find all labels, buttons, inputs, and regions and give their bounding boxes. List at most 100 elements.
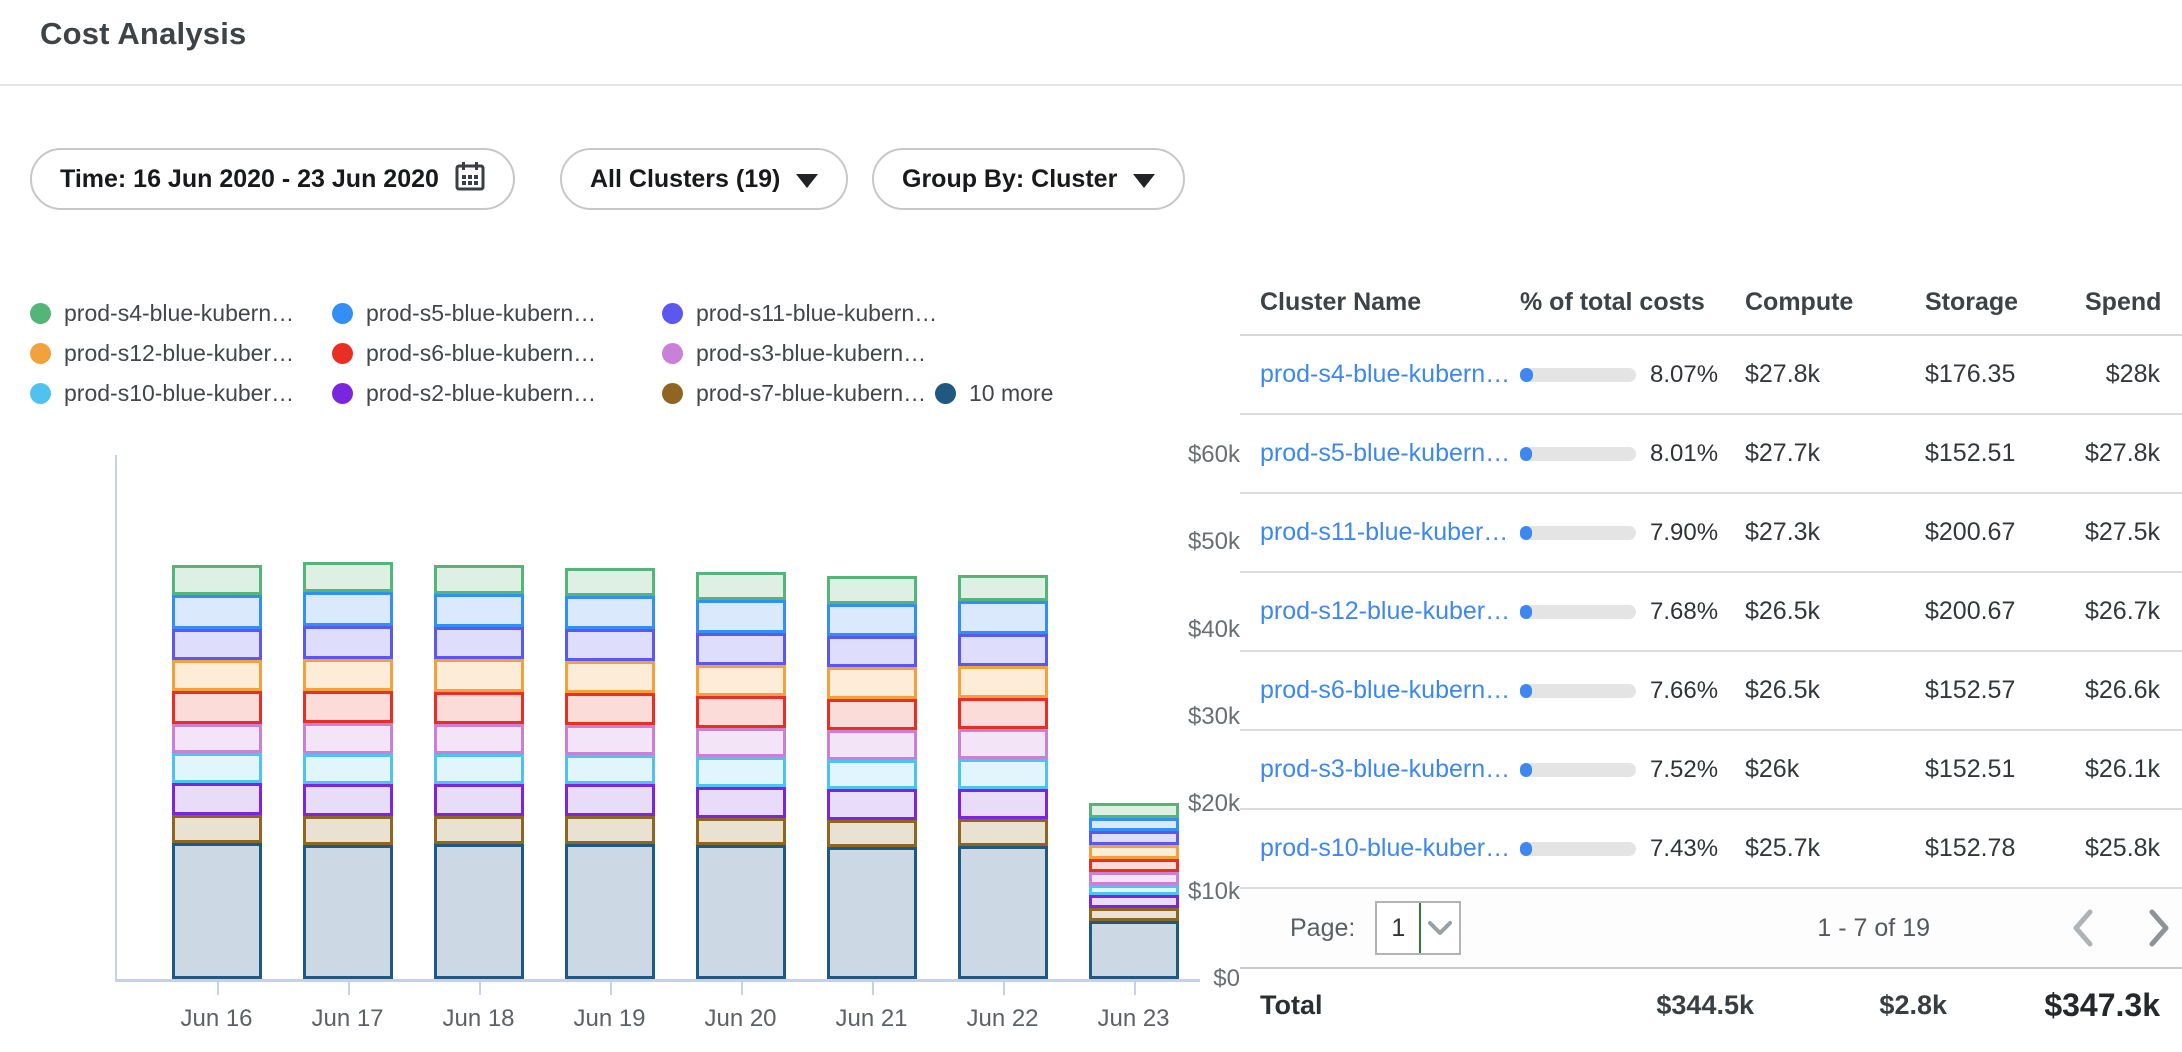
y-axis-tick-label: $30k xyxy=(1187,703,1240,730)
legend-item-prod-s2-blue-kubern[interactable]: prod-s2-blue-kubern… xyxy=(332,380,662,407)
bar-segment xyxy=(957,697,1048,730)
bar-segment xyxy=(171,659,262,691)
x-axis-tick-label: Jun 16 xyxy=(180,1005,253,1032)
cluster-cost-table: Cluster Name % of total costs Compute St… xyxy=(1240,270,2182,1041)
bar-segment xyxy=(1088,859,1179,872)
legend-color-dot xyxy=(662,382,683,404)
bar-segment xyxy=(1088,802,1179,818)
bar-segment xyxy=(433,815,524,844)
pagination-range: 1 - 7 of 19 xyxy=(1817,913,1930,942)
compute-value: $27.8k xyxy=(1745,360,1821,388)
previous-page-button[interactable] xyxy=(2070,908,2096,948)
table-total-row: Total $344.5k $2.8k $347.3k xyxy=(1240,969,2182,1041)
bar-segment xyxy=(433,753,524,785)
bar-group-jun-19[interactable]: Jun 19 xyxy=(544,455,675,1032)
cluster-name-link[interactable]: prod-s4-blue-kubern… xyxy=(1260,360,1511,388)
chevron-down-icon xyxy=(1133,173,1156,188)
cluster-name-link[interactable]: prod-s12-blue-kuber… xyxy=(1260,597,1511,625)
bar-segment xyxy=(695,696,786,728)
y-axis-tick-label: $20k xyxy=(1187,790,1240,818)
bar-segment xyxy=(171,724,262,753)
legend-item-prod-s12-blue-kuber[interactable]: prod-s12-blue-kuber… xyxy=(30,340,332,367)
pct-of-total-cell: 7.66% xyxy=(1520,677,1745,705)
bar-segment xyxy=(171,842,262,979)
legend-item-prod-s10-blue-kuber[interactable]: prod-s10-blue-kuber… xyxy=(30,380,332,407)
total-storage-value: $2.8k xyxy=(1879,989,1947,1020)
pct-progress-track xyxy=(1520,841,1636,856)
bar-segment xyxy=(957,729,1048,759)
bar-segment xyxy=(1088,920,1179,979)
bar-segment xyxy=(695,664,786,697)
cluster-name-link[interactable]: prod-s10-blue-kuber… xyxy=(1260,834,1511,862)
bar-segment xyxy=(433,659,524,692)
cluster-name-link[interactable]: prod-s5-blue-kubern… xyxy=(1260,439,1511,467)
bar-segment xyxy=(826,789,917,821)
chevron-down-icon xyxy=(1421,920,1459,936)
bar-group-jun-21[interactable]: Jun 21 xyxy=(806,455,937,1032)
bar-segment xyxy=(302,723,393,754)
cluster-name-link[interactable]: prod-s3-blue-kubern… xyxy=(1260,755,1511,783)
bar-segment xyxy=(826,698,917,731)
legend-color-dot xyxy=(30,342,51,364)
group-by-dropdown[interactable]: Group By: Cluster xyxy=(872,148,1186,210)
storage-value: $176.35 xyxy=(1925,360,2016,388)
legend-label: prod-s10-blue-kuber… xyxy=(64,379,295,406)
bar-segment xyxy=(433,627,524,660)
cluster-name-link[interactable]: prod-s11-blue-kuber… xyxy=(1260,518,1509,546)
bar-group-jun-20[interactable]: Jun 20 xyxy=(675,455,806,1032)
time-range-filter-button[interactable]: Time: 16 Jun 2020 - 23 Jun 2020 xyxy=(30,148,515,210)
bar-segment xyxy=(564,815,655,844)
bar-group-jun-17[interactable]: Jun 17 xyxy=(282,455,413,1032)
stacked-bar xyxy=(826,576,917,979)
pct-progress-fill xyxy=(1520,525,1532,540)
table-row: prod-s3-blue-kubern… 7.52% $26k $152.51 $26.… xyxy=(1240,731,2182,810)
pct-value: 7.68% xyxy=(1650,597,1719,625)
legend-item-10-more[interactable]: 10 more xyxy=(935,380,1053,407)
bar-segment xyxy=(171,782,262,815)
chart-legend: prod-s4-blue-kubern… prod-s5-blue-kubern…… xyxy=(30,293,1053,413)
bar-segment xyxy=(433,691,524,725)
pct-value: 7.43% xyxy=(1650,834,1719,862)
bar-group-jun-22[interactable]: Jun 22 xyxy=(937,455,1068,1032)
legend-item-prod-s11-blue-kubern[interactable]: prod-s11-blue-kubern… xyxy=(662,300,937,327)
legend-color-dot xyxy=(332,382,353,404)
bar-segment xyxy=(564,724,655,755)
bar-segment xyxy=(302,626,393,659)
table-row: prod-s11-blue-kuber… 7.90% $27.3k $200.67 $2… xyxy=(1240,494,2182,573)
legend-item-prod-s3-blue-kubern[interactable]: prod-s3-blue-kubern… xyxy=(662,340,935,367)
bar-segment xyxy=(302,784,393,816)
page-number-select[interactable]: 1 xyxy=(1375,901,1462,955)
legend-item-prod-s7-blue-kubern[interactable]: prod-s7-blue-kubern… xyxy=(662,380,935,407)
stacked-bar xyxy=(957,574,1048,979)
bar-segment xyxy=(302,690,393,724)
bar-segment xyxy=(171,752,262,783)
bar-segment xyxy=(433,784,524,816)
bar-segment xyxy=(1088,817,1179,831)
legend-item-prod-s6-blue-kubern[interactable]: prod-s6-blue-kubern… xyxy=(332,340,662,367)
y-axis-tick-label: $50k xyxy=(1187,528,1240,556)
clusters-filter-dropdown[interactable]: All Clusters (19) xyxy=(560,148,849,210)
pct-of-total-cell: 7.68% xyxy=(1520,598,1745,626)
compute-value: $27.3k xyxy=(1745,518,1821,546)
cluster-name-link[interactable]: prod-s6-blue-kubern… xyxy=(1260,676,1511,704)
bar-segment xyxy=(695,633,786,665)
stacked-bar xyxy=(433,565,524,979)
legend-item-prod-s5-blue-kubern[interactable]: prod-s5-blue-kubern… xyxy=(332,300,662,327)
legend-color-dot xyxy=(662,342,683,364)
x-axis-tick xyxy=(740,982,743,995)
table-row: prod-s5-blue-kubern… 8.01% $27.7k $152.51 $2… xyxy=(1240,415,2182,494)
bar-group-jun-18[interactable]: Jun 18 xyxy=(413,455,544,1032)
legend-item-prod-s4-blue-kubern[interactable]: prod-s4-blue-kubern… xyxy=(30,300,332,327)
bar-segment xyxy=(302,815,393,845)
bar-group-jun-23[interactable]: Jun 23 xyxy=(1068,455,1199,1032)
storage-value: $200.67 xyxy=(1925,518,2016,546)
storage-value: $152.78 xyxy=(1925,834,2016,862)
bar-group-jun-16[interactable]: Jun 16 xyxy=(151,455,282,1032)
bar-segment xyxy=(826,603,917,636)
bar-segment xyxy=(957,600,1048,635)
next-page-button[interactable] xyxy=(2146,908,2172,948)
spend-value: $27.8k xyxy=(2085,439,2161,467)
compute-value: $26.5k xyxy=(1745,676,1821,704)
x-axis-tick xyxy=(216,982,219,995)
pct-progress-track xyxy=(1520,525,1636,540)
